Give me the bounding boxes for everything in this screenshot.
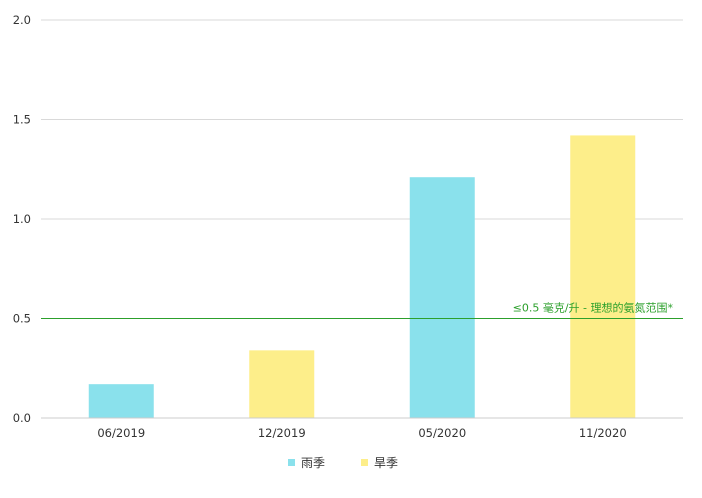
y-axis-ticks: 0.0 0.5 1.0 1.5 2.0: [13, 13, 31, 425]
legend-label-dry[interactable]: 旱季: [374, 456, 398, 470]
y-tick-label: 0.0: [13, 411, 31, 425]
bar-06-2019[interactable]: [88, 384, 154, 418]
x-tick-label: 11/2020: [579, 426, 627, 440]
y-tick-label: 0.5: [13, 312, 31, 326]
y-tick-label: 1.5: [13, 113, 31, 127]
x-axis-ticks: 06/2019 12/2019 05/2020 11/2020: [97, 426, 626, 440]
legend: 雨季 旱季: [288, 456, 398, 470]
bars: [88, 135, 636, 419]
bar-12-2019[interactable]: [249, 350, 315, 418]
reference-line-label: ≤0.5 毫克/升 - 理想的氨氮范围*: [513, 301, 674, 315]
bar-05-2020[interactable]: [409, 177, 475, 418]
reference-line-group: ≤0.5 毫克/升 - 理想的氨氮范围*: [41, 301, 683, 319]
legend-swatch-rainy[interactable]: [288, 459, 295, 466]
legend-swatch-dry[interactable]: [361, 459, 368, 466]
bar-11-2020[interactable]: [570, 135, 636, 419]
y-tick-label: 1.0: [13, 212, 31, 226]
y-tick-label: 2.0: [13, 13, 31, 27]
legend-label-rainy[interactable]: 雨季: [301, 456, 325, 470]
x-tick-label: 06/2019: [97, 426, 145, 440]
x-tick-label: 05/2020: [418, 426, 466, 440]
x-tick-label: 12/2019: [258, 426, 306, 440]
